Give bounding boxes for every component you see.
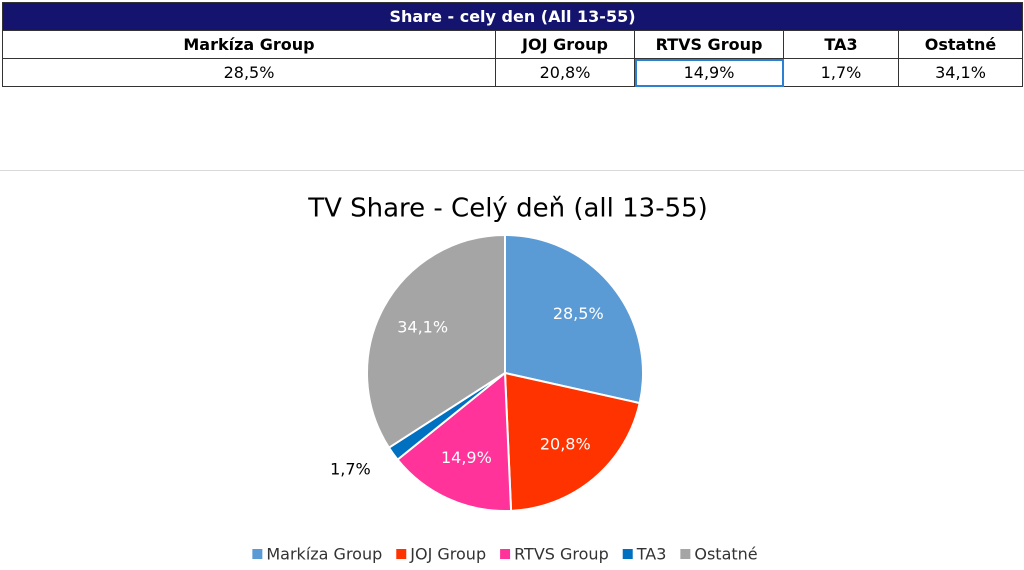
legend-label: JOJ Group xyxy=(409,545,486,564)
data-label: 14,9% xyxy=(441,448,492,467)
pie-slice xyxy=(366,233,506,450)
pie-slice xyxy=(396,370,513,512)
table-title: Share - cely den (All 13-55) xyxy=(1,2,1024,31)
cell[interactable]: 1,7% xyxy=(783,58,899,87)
legend-swatch xyxy=(680,549,691,559)
column-header[interactable]: Markíza Group xyxy=(2,30,496,59)
column-header[interactable]: TA3 xyxy=(783,30,899,59)
legend-swatch xyxy=(500,549,511,559)
cell[interactable]: 28,5% xyxy=(2,58,496,87)
cell[interactable]: 34,1% xyxy=(897,58,1024,87)
chart-title: TV Share - Celý deň (all 13-55) xyxy=(307,194,708,224)
legend-swatch xyxy=(622,549,633,559)
column-header[interactable]: JOJ Group xyxy=(495,30,635,59)
data-label: 20,8% xyxy=(540,434,591,453)
column-header[interactable]: RTVS Group xyxy=(634,30,784,59)
legend-label: RTVS Group xyxy=(514,545,609,564)
column-header[interactable]: Ostatné xyxy=(897,30,1024,59)
cell[interactable]: 14,9% xyxy=(634,58,784,87)
legend-label: Markíza Group xyxy=(266,545,382,564)
share-table: Share - cely den (All 13-55) Markíza Gro… xyxy=(1,2,1024,87)
legend-label: TA3 xyxy=(636,545,667,564)
data-label: 34,1% xyxy=(397,318,448,337)
data-label: 28,5% xyxy=(553,304,604,323)
cell[interactable]: 20,8% xyxy=(495,58,635,87)
legend-label: Ostatné xyxy=(694,545,757,564)
pie-slice xyxy=(504,233,644,405)
chart: TV Share - Celý deň (all 13-55) 28,5% 20,… xyxy=(0,170,1024,564)
legend-swatch xyxy=(252,549,263,559)
legend-swatch xyxy=(396,549,407,559)
data-label: 1,7% xyxy=(330,459,371,478)
pie-slice xyxy=(503,371,641,512)
